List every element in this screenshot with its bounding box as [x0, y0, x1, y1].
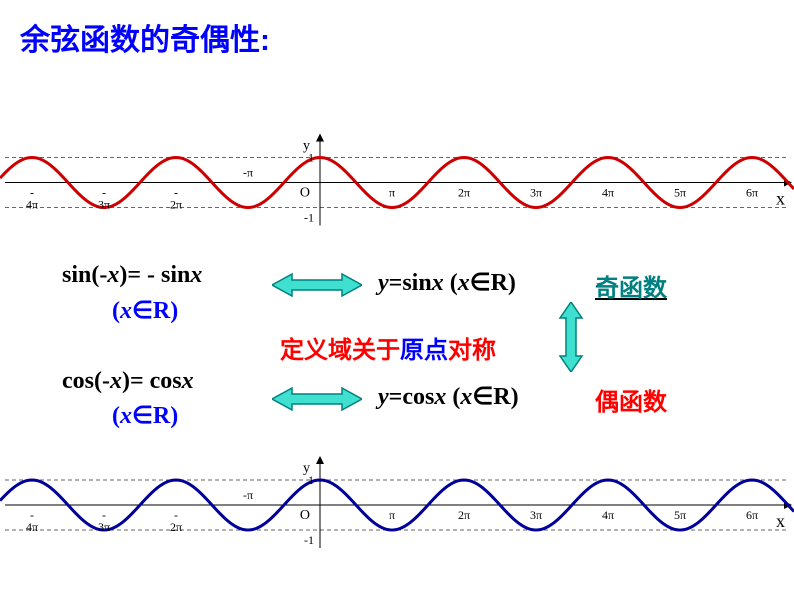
svg-text:2π: 2π [458, 186, 470, 200]
svg-text:-π: -π [243, 166, 253, 180]
svg-text:1: 1 [308, 473, 314, 487]
svg-text:x: x [776, 511, 785, 531]
svg-text:4π: 4π [602, 186, 614, 200]
svg-text:O: O [300, 186, 310, 201]
svg-text:5π: 5π [674, 186, 686, 200]
svg-text:3π: 3π [530, 186, 542, 200]
formula-sin-domain: (x∈R) [112, 296, 178, 325]
svg-text:x: x [776, 189, 785, 209]
svg-text:π: π [389, 508, 395, 522]
svg-text:6π: 6π [746, 508, 758, 522]
svg-text:4π: 4π [602, 508, 614, 522]
svg-text:π: π [389, 186, 395, 200]
svg-text:6π: 6π [746, 186, 758, 200]
formula-cos-neg: cos(-x)= cosx [62, 368, 194, 395]
even-function-label: 偶函数 [595, 382, 667, 417]
formula-y-cos: y=cosx (x∈R) [378, 382, 519, 411]
svg-text:1: 1 [308, 151, 314, 165]
svg-text:4π: 4π [26, 198, 38, 212]
formula-cos-domain: (x∈R) [112, 401, 178, 430]
page-title: 余弦函数的奇偶性: [20, 15, 270, 59]
cosine-chart: y1-1Oxπ2π3π4π5π6π-4π-3π-2π-π [0, 445, 794, 555]
svg-text:O: O [300, 508, 310, 523]
svg-text:2π: 2π [170, 520, 182, 534]
svg-text:2π: 2π [458, 508, 470, 522]
double-arrow-icon [272, 272, 362, 298]
formula-y-sin: y=sinx (x∈R) [378, 268, 516, 297]
svg-text:2π: 2π [170, 198, 182, 212]
svg-text:5π: 5π [674, 508, 686, 522]
double-arrow-vertical-icon [558, 302, 584, 372]
svg-text:4π: 4π [26, 520, 38, 534]
svg-text:-π: -π [243, 488, 253, 502]
svg-text:3π: 3π [530, 508, 542, 522]
svg-text:3π: 3π [98, 198, 110, 212]
odd-function-label: 奇函数 [595, 268, 667, 303]
svg-text:3π: 3π [98, 520, 110, 534]
sine-chart: y1-1Oxπ2π3π4π5π6π-4π-3π-2π-π [0, 125, 794, 230]
svg-text:-1: -1 [304, 533, 314, 547]
svg-text:-1: -1 [304, 211, 314, 225]
double-arrow-icon [272, 386, 362, 412]
formula-sin-neg: sin(-x)= - sinx [62, 262, 202, 289]
domain-symmetry-label: 定义域关于原点对称 [280, 330, 496, 365]
